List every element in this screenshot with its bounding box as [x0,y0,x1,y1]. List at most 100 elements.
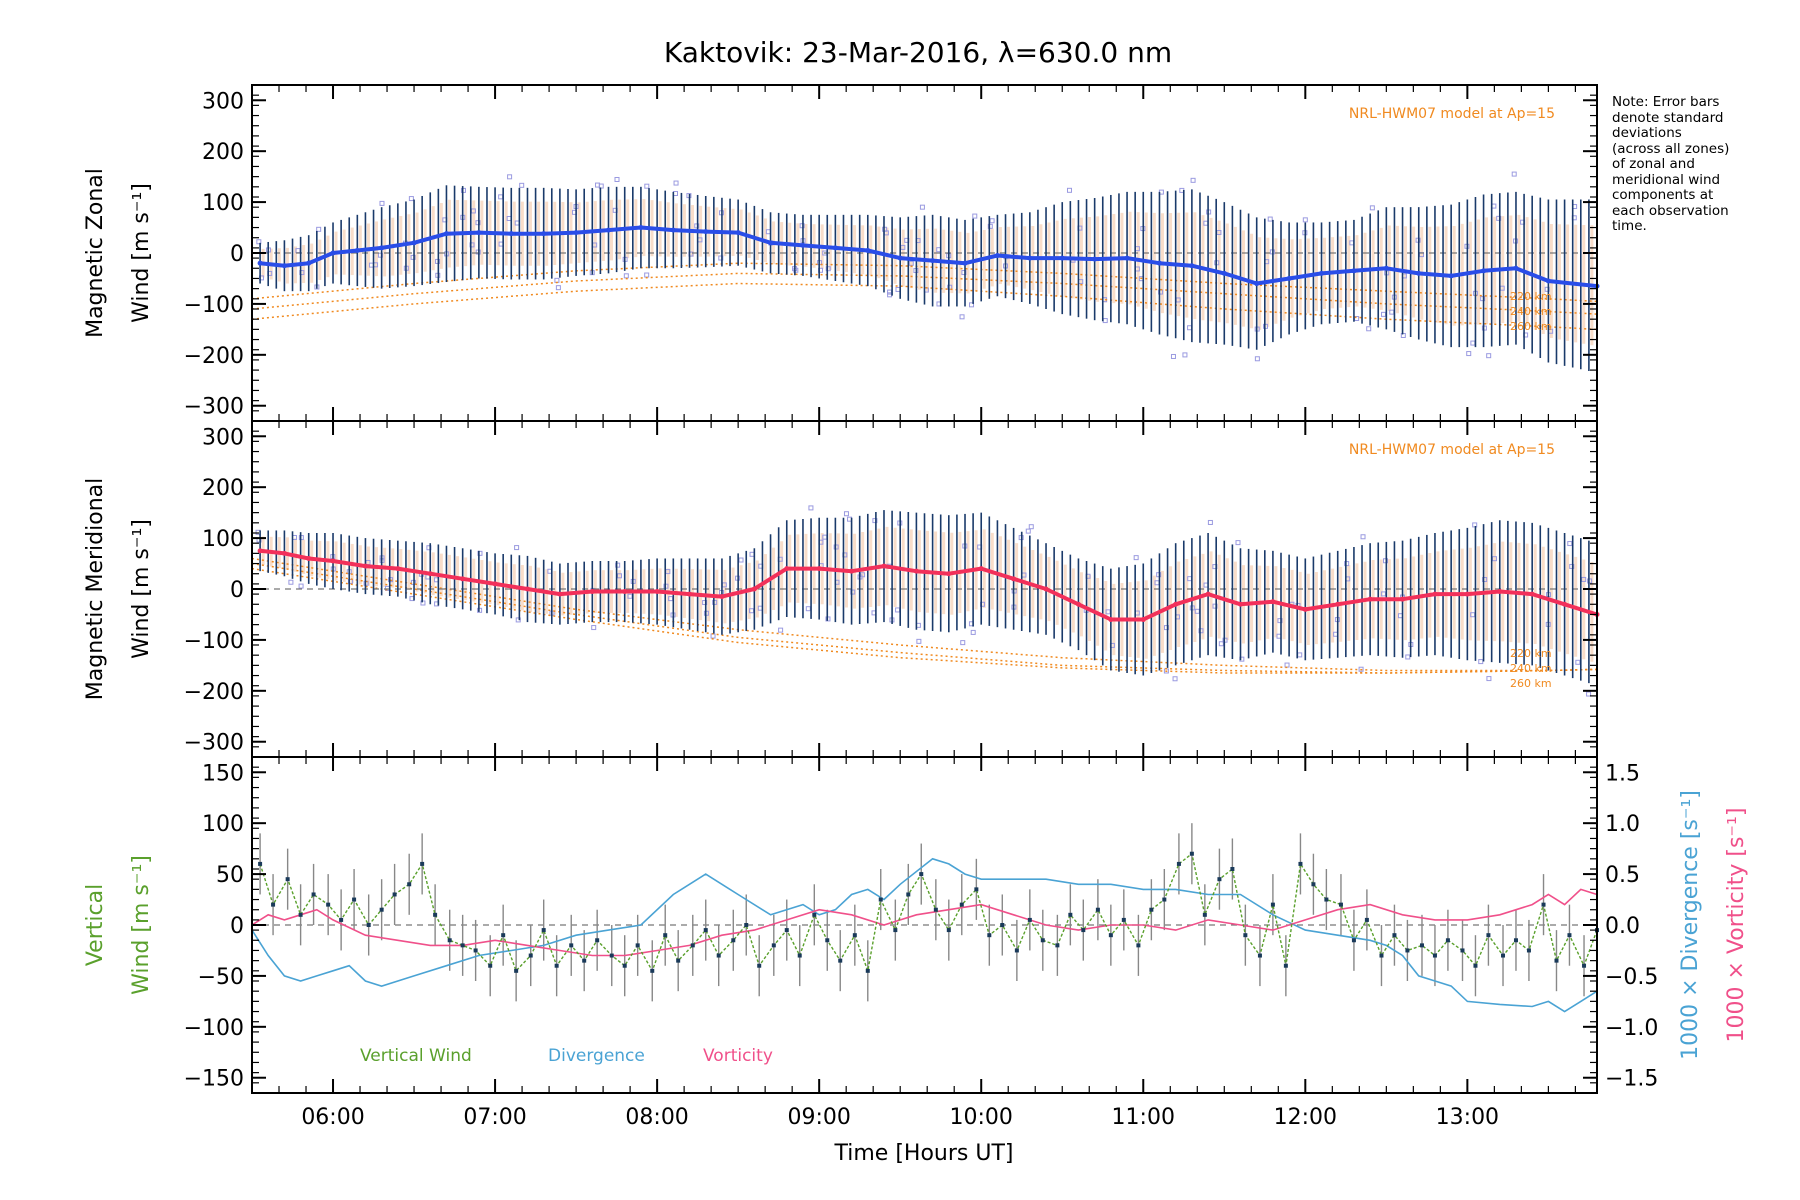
zone-sample [970,629,976,635]
mean-wind-point [1011,576,1017,582]
vertical-wind-point [1176,861,1181,866]
zone-sample [1302,217,1308,223]
zone-sample [1481,325,1487,331]
zone-sample [256,239,262,245]
meridional-model-label-220: 220 km [1510,647,1552,660]
y-tick-label: 300 [202,425,244,450]
zonal-ylabel-line1: Magnetic Zonal [83,168,108,338]
mean-wind-point [1335,601,1341,607]
zonal-mean-line [257,225,1600,289]
mean-wind-point [1043,586,1049,592]
error-bar-note: Note: Error bars denote standard deviati… [1612,94,1792,235]
zone-sample [514,545,520,551]
mean-wind-point [994,253,1000,259]
zone-sample [507,174,513,180]
vertical-wind-point [298,912,303,917]
vertical-wind-point [311,892,316,897]
zone-sample [908,260,914,266]
zone-sample [1478,659,1484,665]
y-tick-label: −100 [184,1016,244,1041]
y-tick-label: −150 [184,1067,244,1092]
zonal-annotation: NRL-HWM07 model at Ap=15 [1349,106,1555,122]
mean-wind-point [395,566,401,572]
zone-sample [644,183,650,189]
vertical-wind-point [1364,917,1369,922]
zone-sample [1207,519,1213,525]
vertical-wind-point [1486,933,1491,938]
mean-wind-point [1059,255,1065,261]
zone-sample [961,270,967,276]
zone-sample [515,617,521,623]
mean-wind-point [1351,268,1357,274]
zone-sample [738,557,744,563]
vertical-wind-point [1582,963,1587,968]
vertical-wind-point [1419,943,1424,948]
mean-wind-point [768,240,774,246]
zone-sample [895,607,901,613]
zone-sample [749,608,755,614]
note-line: each observation [1612,202,1729,219]
y-tick-label: −200 [184,680,244,705]
panel-zonal: −300 −200 −100 0 100 200 300 NRL-HWM07 model a… [83,84,1600,422]
zone-sample [1383,558,1389,564]
mean-wind-point [1254,281,1260,287]
mean-wind-point [800,242,806,248]
zone-sample [1482,577,1488,583]
vertical-wind-point [663,933,668,938]
mean-wind-point [1075,601,1081,607]
mean-wind-point [1432,591,1438,597]
mean-wind-point [1124,255,1130,261]
y-tick-label: 50 [216,863,244,888]
zone-sample [989,218,995,224]
zone-sample [702,600,708,606]
zone-sample [498,194,504,200]
zonal-ylabel-line2: Wind [m s⁻¹] [129,183,154,323]
zone-sample [1491,203,1497,209]
vertical-wind-point [838,958,843,963]
zonal-model-label-240: 240 km [1510,305,1552,318]
y2-tick-label: 1.5 [1605,761,1640,786]
mean-wind-point [492,581,498,587]
vertical-wind-point [1460,948,1465,953]
mean-wind-point [881,563,887,569]
y-tick-label: 100 [202,812,244,837]
zone-sample [1366,326,1372,332]
legend-vorticity: Vorticity [703,1046,773,1066]
vertical-wind-point [1379,953,1384,958]
zone-sample [959,314,965,320]
vertical-wind-point [1541,902,1546,907]
mean-wind-point [1416,270,1422,276]
mean-wind-point [330,250,336,256]
zone-sample [916,638,922,644]
zone-sample [477,550,483,556]
mean-wind-point [1270,599,1276,605]
meridional-x-ticks [278,421,1576,757]
vertical-wind-point [797,953,802,958]
zone-sample [1218,641,1224,647]
zone-sample [288,579,294,585]
zone-sample [1511,171,1517,177]
meridional-ylabel-line1: Magnetic Meridional [83,478,108,700]
zone-sample [850,589,856,595]
vertical-wind-point [622,963,627,968]
vertical-wind-point [825,938,830,943]
zone-sample [1267,216,1273,222]
vertical-wind-point [1230,867,1235,871]
meridional-mean-line [257,548,1600,623]
x-tick-label: 06:00 [301,1105,364,1130]
zone-sample [825,266,831,272]
vertical-wind-point [784,928,789,933]
zone-sample [1491,556,1497,562]
vertical-wind-point [1270,902,1275,907]
zone-sample [1277,618,1283,624]
y-tick-label: −100 [184,293,244,318]
zone-sample [1567,541,1573,547]
zone-sample [887,292,893,298]
vertical-wind-point [1243,933,1248,938]
vertical-wind-point [379,907,384,912]
zonal-x-ticks [278,85,1576,421]
zone-sample [1480,296,1486,302]
vertical-wind-point [271,902,276,907]
zone-sample [408,196,414,202]
mean-wind-point [1383,265,1389,271]
